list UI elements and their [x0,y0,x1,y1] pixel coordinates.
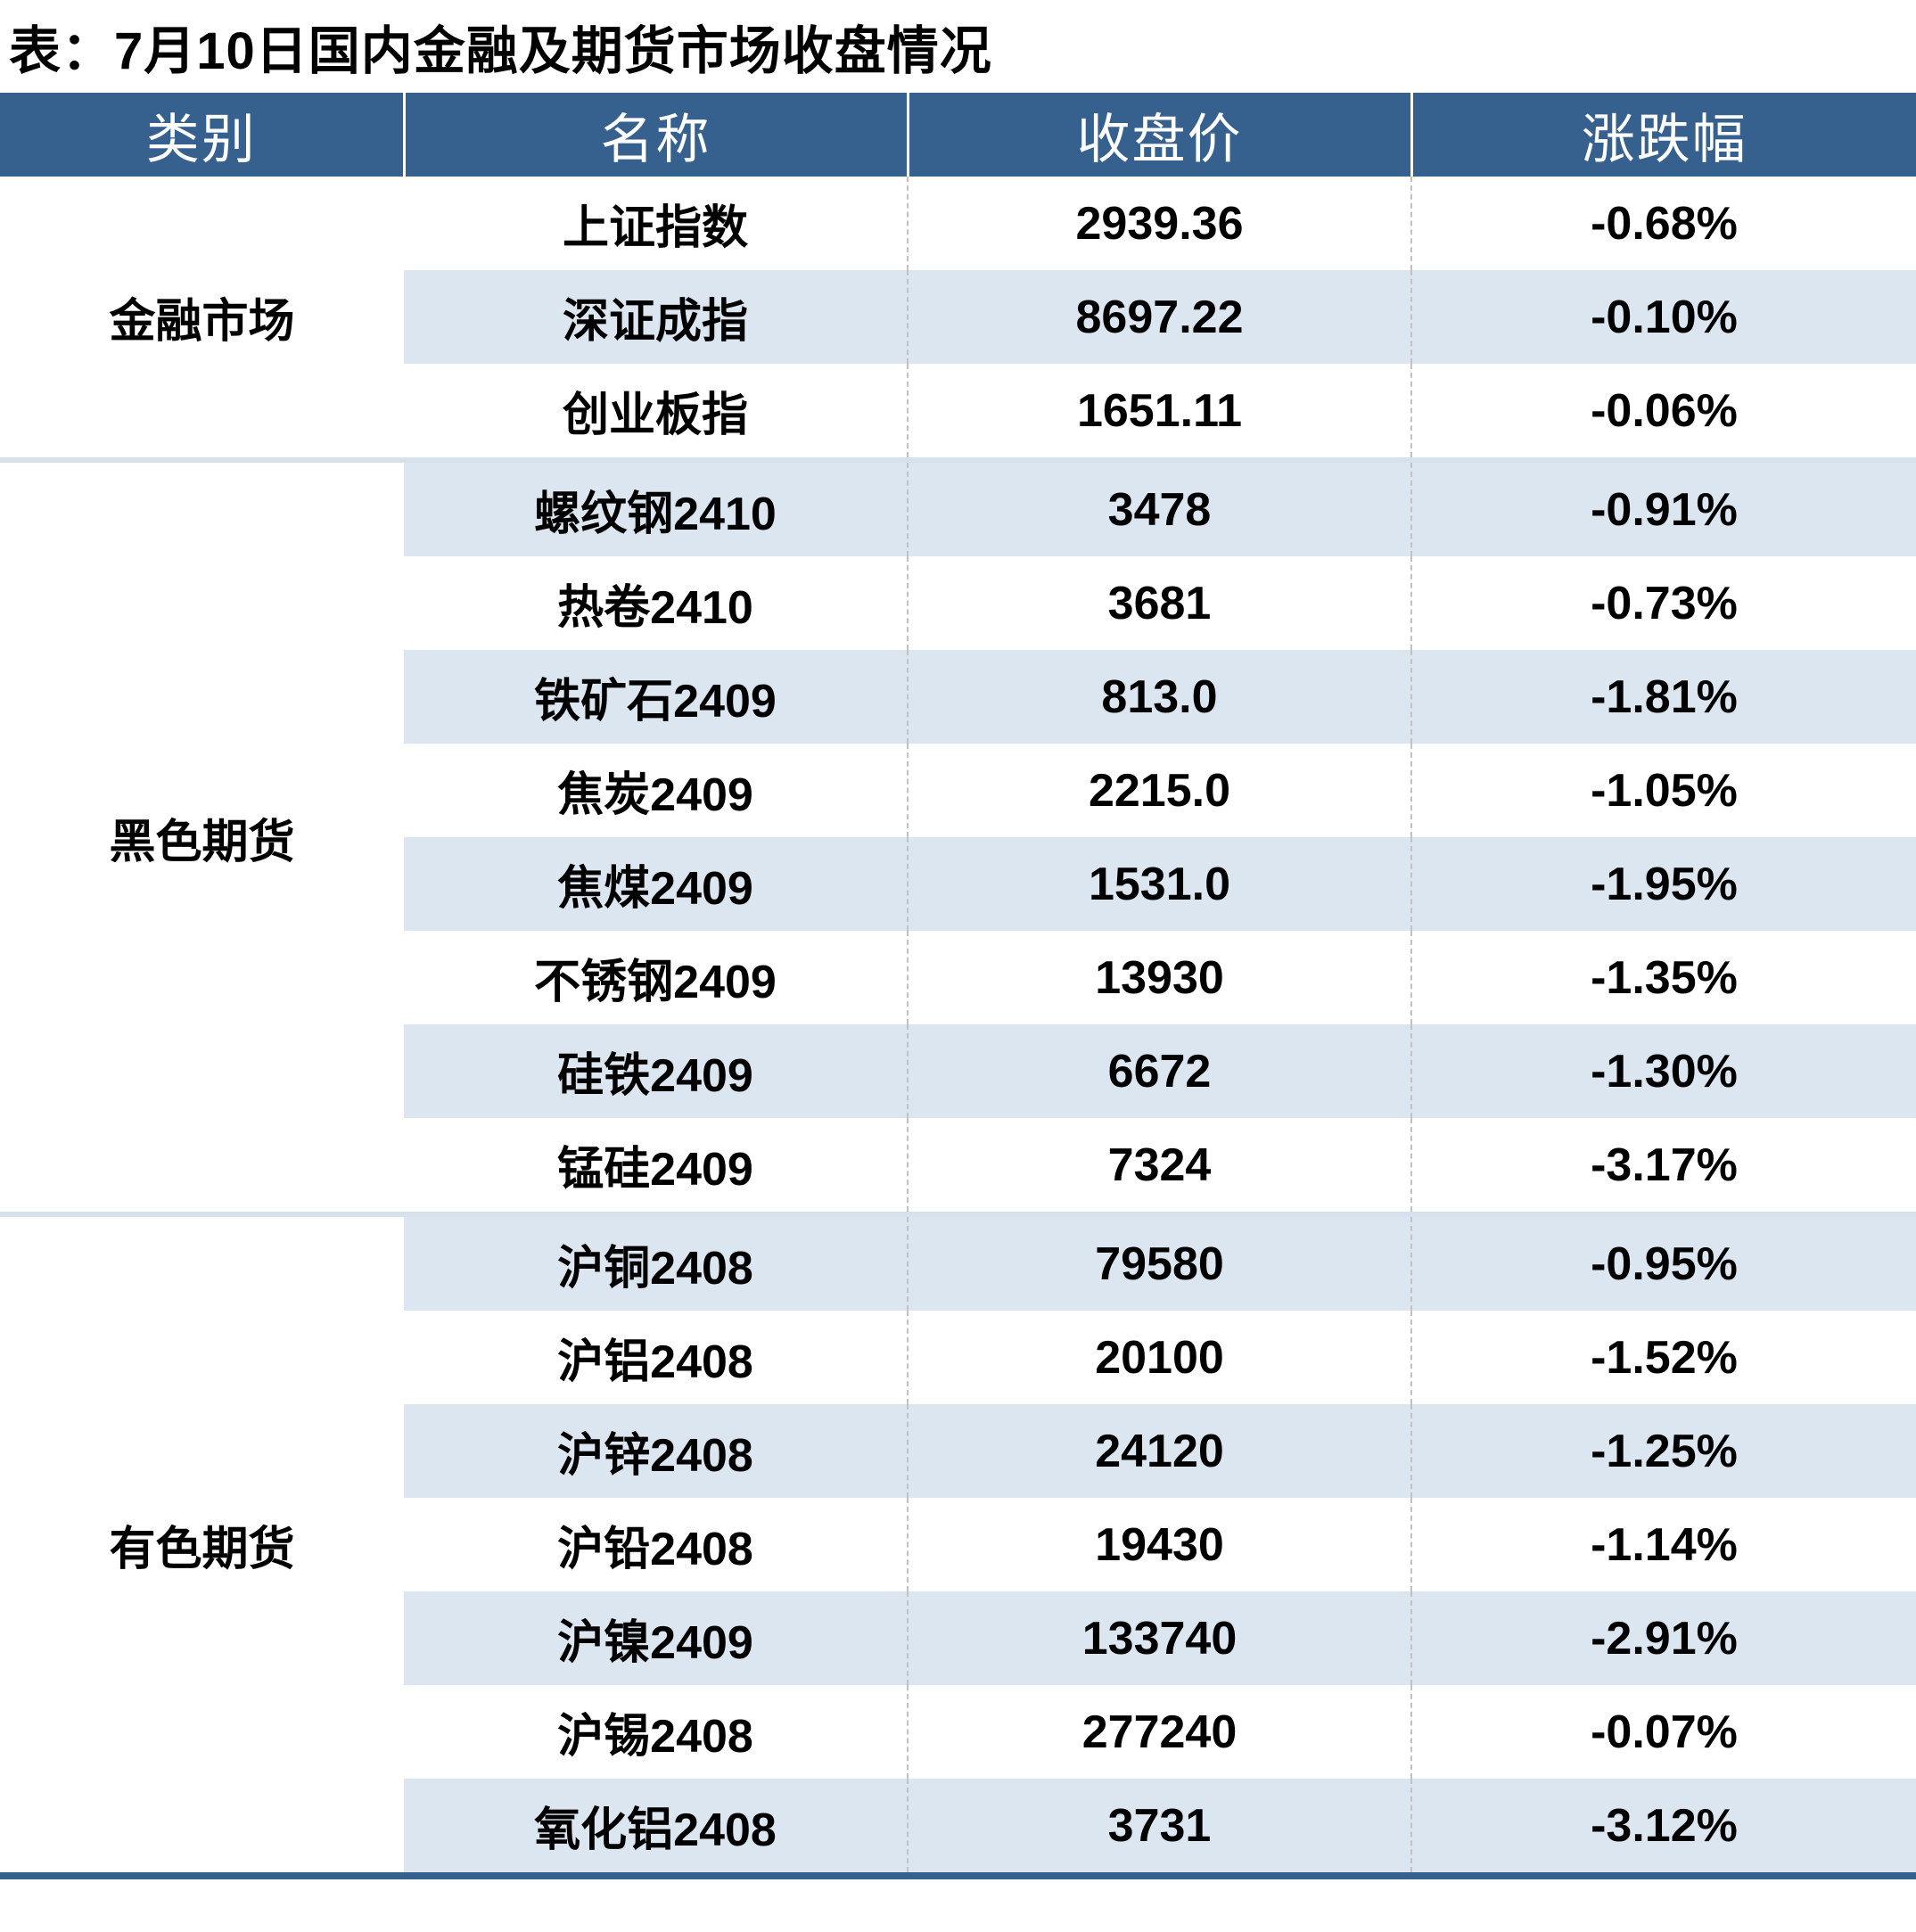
table-row: 沪镍2409 133740 -2.91% [0,1591,1916,1685]
instrument-name-cell: 沪铜2408 [404,1217,908,1311]
change-pct-cell: -1.14% [1410,1498,1916,1591]
group-separator-line [0,457,1916,463]
close-price-cell: 20100 [907,1311,1411,1404]
change-pct-cell: -1.25% [1410,1404,1916,1498]
instrument-name-cell: 铁矿石2409 [404,650,908,744]
table-row: 焦炭2409 2215.0 -1.05% [0,744,1916,837]
close-price-cell: 79580 [907,1217,1411,1311]
close-price-cell: 19430 [907,1498,1411,1591]
table-header: 类别 名称 收盘价 涨跌幅 [0,93,1916,177]
close-price-cell: 2215.0 [907,744,1411,837]
header-category: 类别 [0,93,404,177]
instrument-name-cell: 深证成指 [404,270,908,364]
table-row: 黑色期货 螺纹钢2410 3478 -0.91% [0,463,1916,1212]
change-pct-cell: -3.12% [1410,1779,1916,1872]
instrument-name-cell: 氧化铝2408 [404,1779,908,1872]
close-price-cell: 3731 [907,1779,1411,1872]
table-row: 氧化铝2408 3731 -3.12% [0,1779,1916,1872]
category-cell: 黑色期货 [0,463,404,1212]
table-row: 硅铁2409 6672 -1.30% [0,1024,1916,1118]
close-price-cell: 2939.36 [907,177,1411,270]
group-separator-line [0,1212,1916,1217]
header-name: 名称 [402,93,908,177]
close-price-cell: 13930 [907,931,1411,1024]
header-close-price: 收盘价 [906,93,1411,177]
close-price-cell: 1651.11 [907,364,1411,457]
table-row: 热卷2410 3681 -0.73% [0,556,1916,650]
market-table: 类别 名称 收盘价 涨跌幅 金融市场 上证指数 2939.36 -0.68% 深证成指 8… [0,93,1916,1872]
table-row: 有色期货 沪铜2408 79580 -0.95% [0,1217,1916,1872]
instrument-name-cell: 硅铁2409 [404,1024,908,1118]
instrument-name-cell: 沪锌2408 [404,1404,908,1498]
change-pct-cell: -0.10% [1410,270,1916,364]
change-pct-cell: -1.81% [1410,650,1916,744]
table-title: 表：7月10日国内金融及期货市场收盘情况 [9,22,992,80]
change-pct-cell: -1.95% [1410,837,1916,931]
instrument-name-cell: 螺纹钢2410 [404,463,908,556]
table-row: 不锈钢2409 13930 -1.35% [0,931,1916,1024]
instrument-name-cell: 沪镍2409 [404,1591,908,1685]
change-pct-cell: -2.91% [1410,1591,1916,1685]
instrument-name-cell: 不锈钢2409 [404,931,908,1024]
close-price-cell: 8697.22 [907,270,1411,364]
table-row: 深证成指 8697.22 -0.10% [0,270,1916,364]
table-row: 沪铅2408 19430 -1.14% [0,1498,1916,1591]
change-pct-cell: -1.30% [1410,1024,1916,1118]
change-pct-cell: -0.68% [1410,177,1916,270]
table-row: 创业板指 1651.11 -0.06% [0,364,1916,457]
change-pct-cell: -0.07% [1410,1685,1916,1779]
instrument-name-cell: 上证指数 [404,177,908,270]
category-cell: 金融市场 [0,177,404,457]
change-pct-cell: -1.52% [1410,1311,1916,1404]
table-row: 焦煤2409 1531.0 -1.95% [0,837,1916,931]
table-row: 沪锡2408 277240 -0.07% [0,1685,1916,1779]
instrument-name-cell: 创业板指 [404,364,908,457]
close-price-cell: 6672 [907,1024,1411,1118]
group-separator [0,1212,1916,1217]
instrument-name-cell: 焦炭2409 [404,744,908,837]
change-pct-cell: -0.06% [1410,364,1916,457]
header-row: 类别 名称 收盘价 涨跌幅 [0,93,1916,177]
bottom-bar [0,1872,1916,1879]
instrument-name-cell: 焦煤2409 [404,837,908,931]
instrument-name-cell: 沪锡2408 [404,1685,908,1779]
instrument-name-cell: 热卷2410 [404,556,908,650]
close-price-cell: 3681 [907,556,1411,650]
change-pct-cell: -1.05% [1410,744,1916,837]
table-row: 沪铝2408 20100 -1.52% [0,1311,1916,1404]
close-price-cell: 133740 [907,1591,1411,1685]
change-pct-cell: -0.95% [1410,1217,1916,1311]
change-pct-cell: -1.35% [1410,931,1916,1024]
close-price-cell: 1531.0 [907,837,1411,931]
change-pct-cell: -3.17% [1410,1118,1916,1212]
table-row: 铁矿石2409 813.0 -1.81% [0,650,1916,744]
table-row: 锰硅2409 7324 -3.17% [0,1118,1916,1212]
close-price-cell: 24120 [907,1404,1411,1498]
change-pct-cell: -0.73% [1410,556,1916,650]
table-row: 沪锌2408 24120 -1.25% [0,1404,1916,1498]
instrument-name-cell: 沪铅2408 [404,1498,908,1591]
group-separator [0,457,1916,463]
category-cell: 有色期货 [0,1217,404,1872]
instrument-name-cell: 锰硅2409 [404,1118,908,1212]
close-price-cell: 277240 [907,1685,1411,1779]
table-row: 金融市场 上证指数 2939.36 -0.68% [0,177,1916,457]
instrument-name-cell: 沪铝2408 [404,1311,908,1404]
header-change-pct: 涨跌幅 [1410,93,1916,177]
close-price-cell: 813.0 [907,650,1411,744]
change-pct-cell: -0.91% [1410,463,1916,556]
close-price-cell: 7324 [907,1118,1411,1212]
close-price-cell: 3478 [907,463,1411,556]
